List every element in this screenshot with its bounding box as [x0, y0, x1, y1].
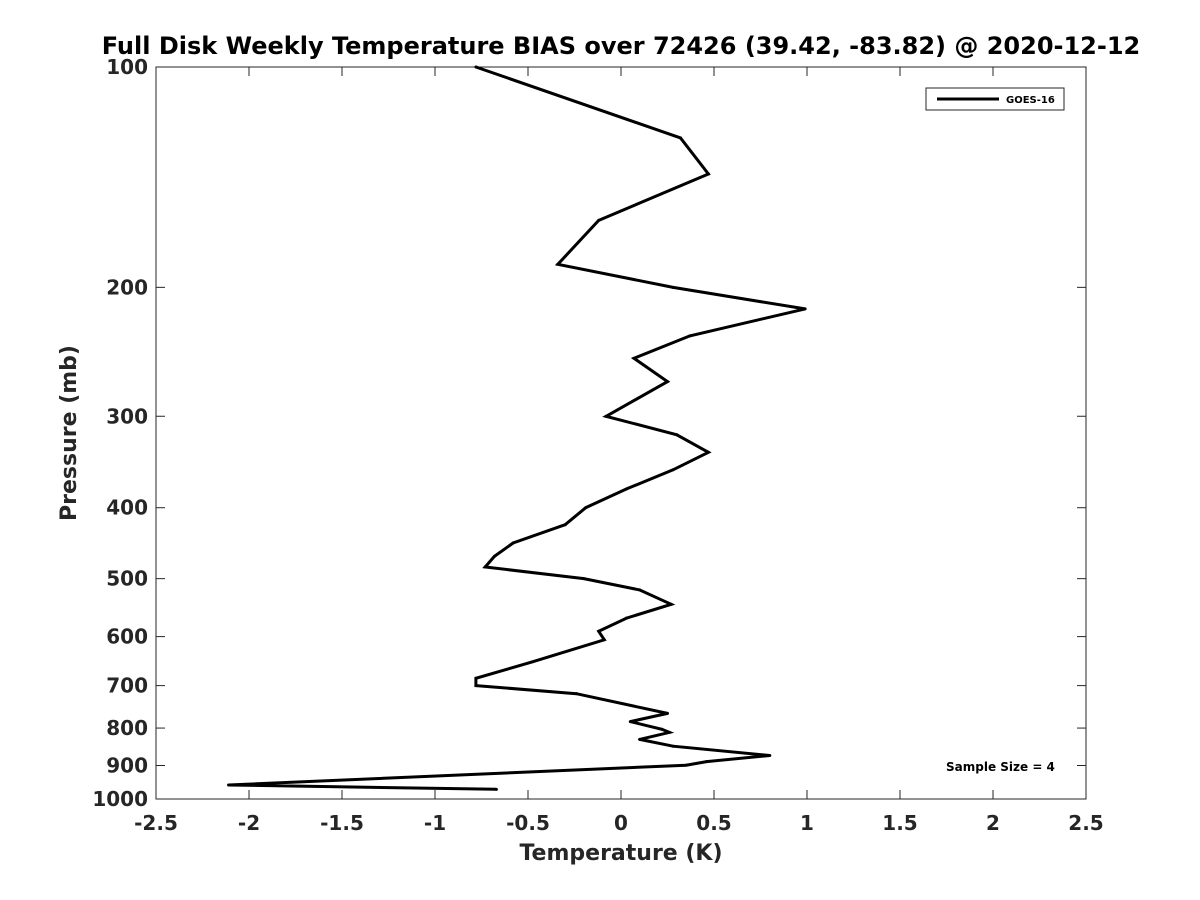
x-tick-label: 0.5 — [696, 811, 731, 835]
data-point — [666, 380, 669, 384]
y-tick-label: 500 — [106, 567, 148, 591]
y-tick-label: 700 — [106, 674, 148, 698]
data-point — [563, 523, 567, 527]
x-tick-label: -1 — [424, 811, 446, 835]
legend-label-goes16: GOES-16 — [1006, 95, 1055, 106]
y-axis-label: Pressure (mb) — [57, 345, 82, 521]
data-point — [638, 588, 642, 592]
data-point — [530, 660, 534, 664]
data-point — [597, 629, 601, 633]
y-tick-label: 400 — [106, 496, 148, 520]
x-axis-label: Temperature (K) — [519, 841, 722, 866]
x-tick-label: 1.5 — [882, 811, 917, 835]
x-tick-label: 1 — [800, 811, 814, 835]
data-point — [474, 65, 478, 69]
x-tick-label: 2 — [986, 811, 1000, 835]
data-point — [768, 753, 772, 757]
data-point — [638, 737, 642, 741]
data-point — [660, 727, 664, 731]
data-point — [679, 136, 683, 140]
y-tick-label: 100 — [106, 55, 148, 79]
data-point — [671, 744, 675, 748]
data-point — [666, 711, 669, 715]
x-tick-label: -2.5 — [134, 811, 178, 835]
y-tick-label: 1000 — [92, 787, 148, 811]
data-point — [474, 684, 478, 688]
data-point — [625, 487, 629, 491]
data-point — [671, 285, 675, 289]
data-point — [625, 616, 629, 620]
data-point — [604, 414, 608, 418]
y-tick-label: 900 — [106, 754, 148, 778]
data-point — [584, 506, 588, 510]
y-tick-label: 600 — [106, 625, 148, 649]
data-point — [669, 602, 673, 606]
data-point — [493, 554, 497, 558]
y-tick-label: 800 — [106, 716, 148, 740]
x-tick-label: -2 — [238, 811, 260, 835]
data-point — [574, 692, 578, 696]
data-point — [675, 433, 679, 437]
data-point — [483, 565, 487, 569]
data-point — [602, 638, 606, 642]
x-tick-label: -1.5 — [320, 811, 364, 835]
chart-title: Full Disk Weekly Temperature BIAS over 7… — [102, 32, 1141, 60]
series-points — [227, 65, 807, 791]
x-tick-label: 0 — [614, 811, 628, 835]
sample-size-annotation: Sample Size = 4 — [946, 760, 1055, 774]
y-axis-ticks: 100 200 300 400 500 600 700 800 900 1000 — [92, 55, 1086, 811]
y-tick-label: 300 — [106, 404, 148, 428]
legend: GOES-16 — [925, 87, 1065, 111]
plot-area — [155, 66, 1087, 800]
data-point — [706, 172, 710, 176]
data-point — [667, 730, 671, 734]
x-tick-label: 2.5 — [1068, 811, 1103, 835]
data-point — [628, 720, 632, 724]
data-point — [684, 763, 688, 767]
data-point — [632, 356, 636, 360]
data-point — [705, 760, 709, 764]
data-point — [671, 468, 675, 472]
data-point — [227, 783, 231, 787]
data-point — [582, 577, 586, 581]
data-point — [706, 450, 710, 454]
data-point — [803, 307, 807, 311]
data-point — [688, 334, 692, 338]
data-point — [556, 262, 560, 266]
data-point — [597, 218, 601, 222]
data-point — [474, 676, 478, 680]
data-point — [511, 541, 515, 545]
y-tick-label: 200 — [106, 275, 148, 299]
data-point — [494, 787, 498, 791]
x-axis-ticks: -2.5 -2 -1.5 -1 -0.5 0 0.5 1 1.5 2 2.5 — [134, 67, 1104, 835]
x-tick-label: -0.5 — [506, 811, 550, 835]
